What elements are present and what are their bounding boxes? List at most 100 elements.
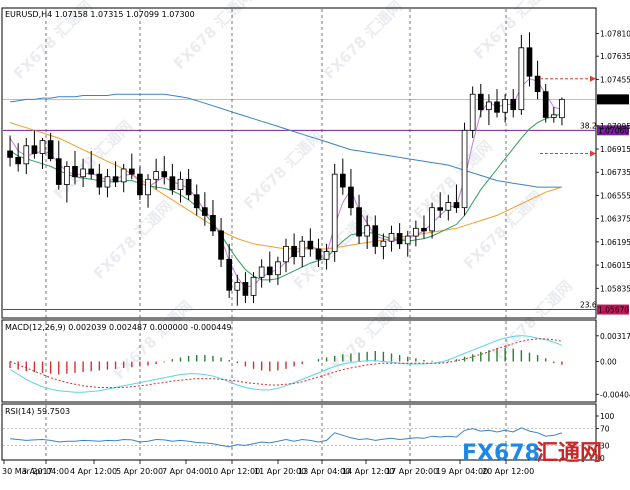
macd-main-line (9, 335, 563, 393)
candle (145, 174, 151, 208)
candle-body-up (250, 276, 257, 296)
candle (234, 274, 241, 306)
macd-tick-label: -0.004043 (600, 390, 630, 399)
level-price-label: 1.07300 (598, 95, 629, 104)
candle-body-down (55, 158, 62, 185)
time-tick-label: 3 Apr 04:00 (22, 467, 69, 476)
candle (477, 83, 484, 118)
candle-body-up (177, 178, 184, 191)
candle (283, 238, 289, 273)
price-tick-label: 1.07635 (600, 52, 630, 61)
rsi-line (10, 427, 563, 448)
candle-body-down (218, 230, 224, 260)
candle (372, 215, 379, 255)
candle-body-up (380, 240, 387, 247)
candle-body-down (31, 145, 38, 154)
candle-body-up (234, 282, 241, 291)
candle (486, 94, 492, 126)
candle (404, 230, 411, 257)
candle (291, 233, 297, 265)
period-separators (45, 9, 507, 459)
macd-tick-label: 0.003174 (600, 332, 630, 341)
time-tick-label: 30 Mar 2017 (2, 467, 53, 476)
candle (23, 138, 30, 175)
candle-body-down (15, 156, 22, 165)
candle-body-down (128, 168, 135, 175)
projection-arrows (540, 75, 596, 157)
candle (339, 158, 346, 195)
candle (331, 163, 338, 262)
candle (72, 150, 78, 185)
time-tick-label: 5 Apr 20:00 (116, 467, 163, 476)
candle-body-down (137, 173, 143, 196)
candle (7, 135, 13, 167)
price-tick-label: 1.06735 (600, 168, 630, 177)
candle (299, 236, 306, 267)
macd-signal-line (9, 338, 562, 388)
candle-body-down (307, 240, 314, 250)
macd-panel-frame (1, 319, 597, 403)
projection-arrow-head (590, 75, 596, 82)
price-panel-frame (1, 7, 597, 319)
candle-body-up (388, 233, 395, 242)
candle (469, 86, 476, 139)
candle-body-up (413, 227, 419, 237)
candle (177, 171, 184, 203)
price-tick-label: 1.07810 (600, 30, 630, 39)
candle (31, 130, 38, 159)
candle-body-up (275, 261, 281, 276)
candle-body-up (559, 98, 565, 119)
candle-body-up (64, 166, 70, 185)
candle-body-up (550, 114, 557, 118)
candle (396, 223, 403, 249)
candle-body-down (291, 245, 297, 258)
candle-body-down (7, 150, 13, 158)
price-tick-label: 1.06015 (600, 261, 630, 270)
candle (161, 156, 168, 185)
candle (413, 220, 419, 247)
candle (218, 218, 224, 267)
level-price-box (597, 94, 629, 105)
candle (185, 169, 192, 200)
candle (388, 225, 395, 252)
candle (137, 166, 143, 200)
rsi-panel-frame (1, 403, 597, 461)
candle (202, 192, 208, 226)
time-tick-label: 11 Apr 20:00 (254, 467, 306, 476)
candle-body-down (242, 282, 249, 296)
candle-body-up (404, 235, 411, 245)
candle (453, 184, 460, 213)
candle (502, 94, 508, 123)
candle (421, 215, 427, 239)
candle-body-down (526, 47, 533, 77)
candle (266, 251, 273, 283)
candle-body-down (266, 266, 273, 276)
candle (226, 243, 233, 298)
candle-body-down (534, 75, 541, 93)
candle-body-down (161, 171, 168, 178)
candle-body-down (510, 98, 517, 111)
macd-indicator: 0.003174 0.00 -0.004043 (9, 332, 630, 399)
candle-body-down (185, 178, 192, 196)
rsi-tick-label: 30 (600, 441, 610, 450)
candle (550, 107, 557, 123)
time-tick-label: 10 Apr 12:00 (208, 467, 260, 476)
macd-tick-label: 0.00 (600, 358, 617, 367)
candle (128, 153, 135, 180)
candle-body-up (120, 168, 127, 183)
candle (275, 256, 281, 286)
candle (55, 140, 62, 190)
candle (64, 161, 70, 203)
price-tick-label: 1.06555 (600, 191, 630, 200)
level-price-box (597, 304, 629, 315)
candle (534, 60, 541, 100)
fib-label: 38.2 (580, 121, 597, 130)
candle-body-up (323, 251, 330, 260)
candle-body-down (421, 227, 427, 232)
candle-body-up (364, 225, 370, 237)
candle-body-up (283, 245, 289, 263)
candle (559, 97, 565, 126)
brand-cn: 汇通网 (536, 441, 602, 466)
candle-body-down (226, 258, 233, 291)
